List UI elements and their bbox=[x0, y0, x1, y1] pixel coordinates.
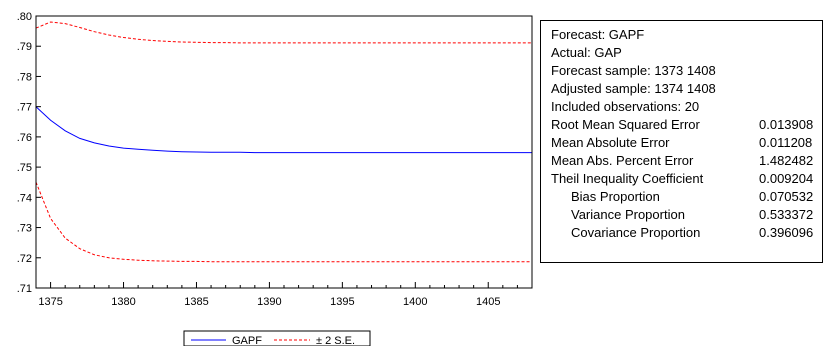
stat-row-variance: Variance Proportion 0.533372 bbox=[551, 207, 819, 222]
stat-label: Root Mean Squared Error bbox=[551, 117, 700, 132]
stat-value: 1.482482 bbox=[759, 153, 814, 168]
x-tick-label: 1395 bbox=[330, 296, 354, 308]
stat-label: Mean Abs. Percent Error bbox=[551, 153, 694, 168]
plot-lines bbox=[35, 21, 532, 263]
y-axis: .80 .79 .78 .77 .76 .75 .74 .73 .72 .71 bbox=[17, 11, 41, 295]
stat-label: Covariance Proportion bbox=[571, 225, 701, 240]
stat-value: 0.533372 bbox=[759, 207, 814, 222]
y-tick-label: .80 bbox=[17, 11, 32, 23]
y-tick-label: .77 bbox=[17, 102, 32, 114]
stat-value: 0.396096 bbox=[759, 225, 814, 240]
y-tick-label: .73 bbox=[17, 223, 32, 235]
forecast-sample: Forecast sample: 1373 1408 bbox=[551, 63, 716, 78]
stat-row-mae: Mean Absolute Error 0.011208 bbox=[551, 135, 819, 150]
legend-gapf-label: GAPF bbox=[232, 335, 262, 346]
x-tick-label: 1385 bbox=[184, 296, 208, 308]
stat-label: Mean Absolute Error bbox=[551, 135, 670, 150]
legend-box bbox=[183, 330, 371, 346]
included-observations: Included observations: 20 bbox=[551, 99, 700, 114]
stat-label: Theil Inequality Coefficient bbox=[551, 171, 704, 186]
stat-value: 0.013908 bbox=[759, 117, 814, 132]
adjusted-sample: Adjusted sample: 1374 1408 bbox=[551, 81, 716, 96]
actual-name: Actual: GAP bbox=[551, 45, 622, 60]
forecast-chart: .80.79.78.77.76.75.74.73.72.71 1375 1380 1… bbox=[17, 11, 533, 346]
stat-row-rmse: Root Mean Squared Error 0.013908 bbox=[551, 117, 819, 132]
y-tick-label: .79 bbox=[17, 41, 32, 53]
x-tick-label: 1400 bbox=[403, 296, 427, 308]
stat-row-theil: Theil Inequality Coefficient 0.009204 bbox=[551, 171, 819, 186]
series-gapf-line bbox=[35, 106, 532, 154]
x-axis: 1375 1380 1385 1390 1395 1400 1405 bbox=[35, 282, 533, 308]
y-tick-label: .78 bbox=[17, 71, 32, 83]
stat-label: Bias Proportion bbox=[571, 189, 660, 204]
stat-row-bias: Bias Proportion 0.070532 bbox=[551, 189, 819, 204]
x-tick-label: 1375 bbox=[38, 296, 62, 308]
x-tick-label: 1380 bbox=[111, 296, 135, 308]
y-tick-label: .74 bbox=[17, 192, 32, 204]
x-tick-label: 1405 bbox=[476, 296, 500, 308]
series-upper-band-line bbox=[35, 21, 532, 44]
y-tick-label: .75 bbox=[17, 162, 32, 174]
stat-value: 0.011208 bbox=[759, 135, 813, 150]
stat-row-covariance: Covariance Proportion 0.396096 bbox=[551, 225, 819, 240]
stat-row-mape: Mean Abs. Percent Error 1.482482 bbox=[551, 153, 819, 168]
y-tick-label: .72 bbox=[17, 253, 32, 265]
stat-value: 0.070532 bbox=[759, 189, 814, 204]
series-lower-band-line bbox=[35, 182, 532, 263]
forecast-stats-panel: Forecast: GAPF Actual: GAP Forecast samp… bbox=[540, 20, 823, 263]
legend: GAPF ± 2 S.E. bbox=[183, 330, 371, 346]
legend-se-label: ± 2 S.E. bbox=[316, 335, 355, 346]
plot-frame bbox=[35, 15, 533, 289]
y-tick-label: .76 bbox=[17, 132, 32, 144]
x-tick-label: 1390 bbox=[257, 296, 281, 308]
y-tick-label: .71 bbox=[17, 283, 32, 295]
stat-value: 0.009204 bbox=[759, 171, 814, 186]
stat-label: Variance Proportion bbox=[571, 207, 685, 222]
forecast-name: Forecast: GAPF bbox=[551, 27, 645, 42]
